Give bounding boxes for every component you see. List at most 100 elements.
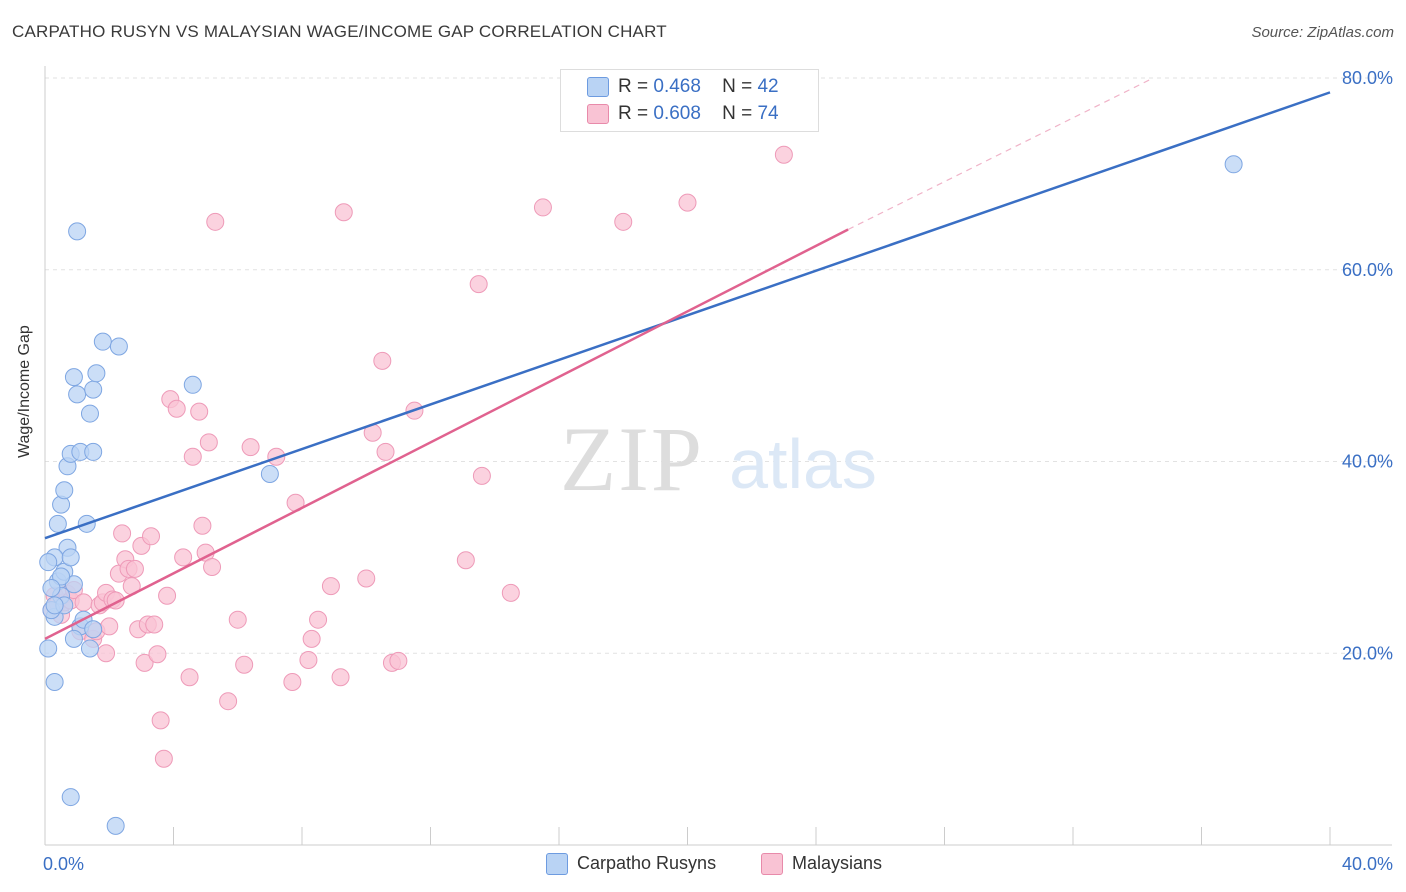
malaysian-point — [469, 275, 488, 294]
carpatho-rusyn-point — [64, 368, 83, 387]
carpatho-rusyn-point — [64, 629, 83, 648]
carpatho-rusyn-trend-line — [44, 91, 1331, 540]
malaysian-point — [125, 559, 144, 578]
malaysian-point — [135, 653, 154, 672]
malaysian-point — [283, 673, 302, 692]
carpatho-rusyn-point — [39, 553, 58, 572]
carpatho-rusyn-point — [52, 567, 71, 586]
malaysian-point — [142, 527, 161, 546]
malaysian-point — [614, 212, 633, 231]
watermark-zip: ZIP — [560, 408, 704, 510]
legend-n-label: N = — [722, 76, 753, 97]
carpatho-rusyn-point — [45, 673, 64, 692]
grid-lines — [45, 77, 1392, 654]
carpatho-rusyn-point — [87, 364, 106, 383]
bottom-legend-label: Malaysians — [792, 853, 883, 873]
source-label: Source: ZipAtlas.com — [1251, 24, 1394, 41]
malaysian-point — [193, 516, 212, 535]
carpatho-rusyn-point — [39, 639, 58, 658]
legend-r-value: 0.608 — [653, 103, 701, 124]
bottom-legend-swatch-blue — [546, 853, 568, 875]
malaysian-point — [501, 583, 520, 602]
malaysian-point — [472, 466, 491, 485]
malaysian-point — [373, 351, 392, 370]
legend-n-label: N = — [722, 103, 753, 124]
malaysian-trend-extension — [847, 77, 1154, 231]
malaysian-point — [183, 447, 202, 466]
tick-labels: 20.0% 40.0% 60.0% 80.0% 0.0% 40.0% — [43, 68, 1393, 874]
carpatho-rusyn-point — [260, 464, 279, 483]
malaysian-point — [219, 692, 238, 711]
bottom-legend-swatch-pink — [761, 853, 783, 875]
malaysian-point — [154, 749, 173, 768]
legend-r-label: R = — [618, 76, 649, 97]
carpatho-rusyn-point — [84, 442, 103, 461]
malaysian-point — [151, 711, 170, 730]
malaysian-point — [100, 617, 119, 636]
carpatho-rusyn-point — [80, 404, 99, 423]
malaysian-point — [180, 668, 199, 687]
malaysian-point — [376, 442, 395, 461]
carpatho-rusyn-point — [80, 639, 99, 658]
malaysian-point — [357, 569, 376, 588]
malaysian-point — [167, 399, 186, 418]
carpatho-rusyn-point — [106, 816, 125, 835]
trend-lines — [44, 77, 1331, 640]
x-tick-label-min: 0.0% — [43, 854, 84, 874]
malaysian-point — [533, 198, 552, 217]
y-tick-label: 40.0% — [1342, 452, 1393, 472]
legend-swatch-blue — [587, 77, 609, 97]
y-tick-label: 60.0% — [1342, 260, 1393, 280]
carpatho-rusyn-point — [48, 514, 67, 533]
carpatho-rusyn-point — [45, 596, 64, 615]
carpatho-rusyn-point — [84, 380, 103, 399]
malaysian-point — [241, 438, 260, 457]
watermark-atlas: atlas — [729, 425, 877, 503]
legend-n-value: 74 — [757, 103, 779, 124]
legend-swatch-pink — [587, 104, 609, 124]
carpatho-rusyn-point — [55, 481, 74, 500]
malaysian-point — [206, 212, 225, 231]
malaysian-point — [97, 644, 116, 663]
chart-title: CARPATHO RUSYN VS MALAYSIAN WAGE/INCOME … — [12, 22, 667, 41]
malaysian-point — [113, 524, 132, 543]
y-tick-label: 80.0% — [1342, 68, 1393, 88]
malaysian-point — [302, 629, 321, 648]
malaysian-point — [148, 645, 167, 664]
malaysian-point — [228, 610, 247, 629]
stats-legend: R = 0.468 N = 42 R = 0.608 N = 74 — [560, 69, 819, 132]
malaysian-point — [235, 655, 254, 674]
malaysian-point — [174, 548, 193, 567]
legend-n-value: 42 — [757, 76, 779, 97]
carpatho-rusyn-point — [68, 222, 87, 241]
malaysian-point — [203, 557, 222, 576]
watermark: ZIP atlas — [560, 408, 877, 510]
legend-r-label: R = — [618, 103, 649, 124]
malaysian-point — [774, 145, 793, 164]
malaysian-point — [299, 650, 318, 669]
x-tick-label-max: 40.0% — [1342, 854, 1393, 874]
y-tick-label: 20.0% — [1342, 643, 1393, 663]
malaysian-point — [190, 402, 209, 421]
carpatho-rusyn-point — [61, 788, 80, 807]
carpatho-rusyn-point — [84, 620, 103, 639]
malaysian-point — [334, 203, 353, 222]
malaysian-point — [456, 551, 475, 570]
bottom-legend-label: Carpatho Rusyns — [577, 853, 717, 873]
malaysian-point — [74, 593, 93, 612]
carpatho-rusyn-point — [42, 579, 61, 598]
malaysian-point — [678, 193, 697, 212]
malaysian-point — [145, 615, 164, 634]
carpatho-rusyn-point — [109, 337, 128, 356]
malaysians-points — [42, 145, 793, 768]
malaysian-point — [389, 651, 408, 670]
malaysian-trend-line — [44, 228, 849, 640]
carpatho-rusyn-point — [68, 385, 87, 404]
malaysian-point — [158, 586, 177, 605]
malaysian-point — [321, 577, 340, 596]
malaysian-point — [309, 610, 328, 629]
legend-r-value: 0.468 — [653, 76, 701, 97]
malaysian-point — [331, 668, 350, 687]
axes — [44, 66, 1392, 846]
